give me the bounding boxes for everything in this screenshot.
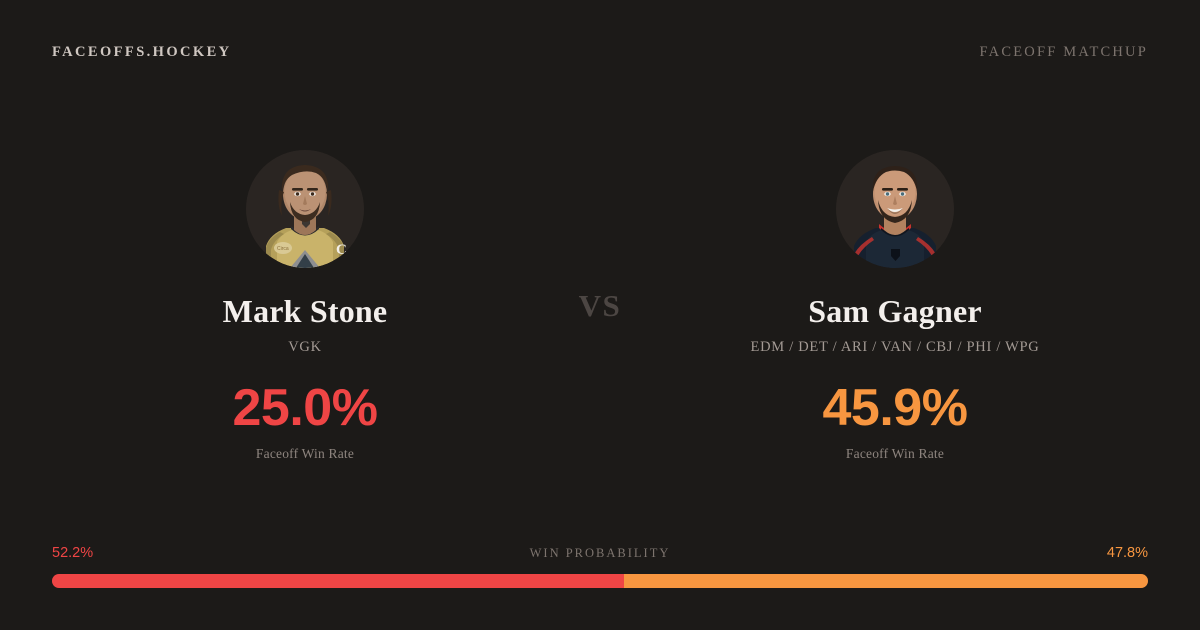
player-card-right[interactable]: Sam Gagner EDM / DET / ARI / VAN / CBJ /…	[660, 150, 1130, 462]
svg-text:Circa: Circa	[277, 246, 289, 252]
win-probability-left-value: 52.2%	[52, 545, 94, 561]
win-probability-title: WIN PROBABILITY	[529, 546, 671, 560]
sam-gagner-headshot	[836, 150, 954, 268]
win-probability-bar-left	[52, 574, 625, 588]
player-teams-right: EDM / DET / ARI / VAN / CBJ / PHI / WPG	[750, 338, 1040, 355]
faceoff-win-rate-left: 25.0%	[232, 378, 378, 437]
win-probability-section: 52.2% WIN PROBABILITY 47.8%	[52, 545, 1148, 588]
vs-divider: VS	[540, 150, 660, 480]
site-brand[interactable]: FACEOFFS.HOCKEY	[52, 43, 232, 60]
header: FACEOFFS.HOCKEY FACEOFF MATCHUP	[0, 0, 1200, 104]
player-name-left: Mark Stone	[222, 293, 388, 329]
player-card-left[interactable]: C Circa	[70, 150, 540, 462]
win-probability-right-value: 47.8%	[1106, 545, 1148, 561]
vs-label: VS	[578, 288, 622, 323]
win-probability-bar-right	[624, 574, 1148, 588]
player-teams-left: VGK	[288, 338, 322, 355]
faceoff-win-rate-right: 45.9%	[822, 378, 968, 437]
mark-stone-headshot: C Circa	[246, 150, 364, 268]
faceoff-caption-left: Faceoff Win Rate	[255, 445, 355, 461]
header-tagline: FACEOFF MATCHUP	[979, 43, 1148, 60]
faceoff-caption-right: Faceoff Win Rate	[845, 445, 945, 461]
matchup-section: C Circa	[0, 150, 1200, 480]
win-probability-bar[interactable]	[52, 574, 1148, 588]
player-name-right: Sam Gagner	[808, 293, 982, 329]
win-probability-labels: 52.2% WIN PROBABILITY 47.8%	[52, 545, 1148, 565]
svg-text:C: C	[336, 242, 347, 258]
